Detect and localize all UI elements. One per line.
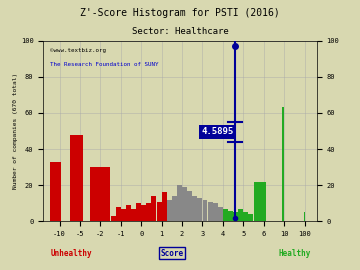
Text: Score: Score [160, 248, 183, 258]
Bar [228, 211, 233, 221]
Bar [282, 107, 284, 221]
Bar [243, 212, 248, 221]
Bar [233, 212, 238, 221]
Bar [131, 209, 136, 221]
Bar [116, 207, 121, 221]
Bar [90, 167, 110, 221]
Bar [192, 196, 197, 221]
Bar [50, 162, 62, 221]
Bar [238, 209, 243, 221]
Bar [152, 196, 157, 221]
Bar [126, 205, 131, 221]
Bar [121, 209, 126, 221]
Text: ©www.textbiz.org: ©www.textbiz.org [50, 48, 106, 53]
Bar [111, 216, 116, 221]
Bar [172, 196, 177, 221]
Bar [70, 134, 83, 221]
Bar [157, 201, 162, 221]
Text: Healthy: Healthy [278, 248, 311, 258]
Text: Z'-Score Histogram for PSTI (2016): Z'-Score Histogram for PSTI (2016) [80, 8, 280, 18]
Text: Unhealthy: Unhealthy [51, 248, 93, 258]
Bar [177, 185, 182, 221]
Y-axis label: Number of companies (670 total): Number of companies (670 total) [13, 73, 18, 189]
Bar [254, 182, 266, 221]
Bar [203, 200, 207, 221]
Bar [187, 191, 192, 221]
Bar [213, 203, 218, 221]
Bar [223, 209, 228, 221]
Bar [218, 207, 223, 221]
Bar [167, 200, 172, 221]
Bar [208, 201, 213, 221]
Text: 4.5895: 4.5895 [202, 127, 234, 136]
Bar [147, 203, 151, 221]
Bar [136, 203, 141, 221]
Bar [197, 198, 202, 221]
Bar [248, 214, 253, 221]
Bar [182, 187, 187, 221]
Text: The Research Foundation of SUNY: The Research Foundation of SUNY [50, 62, 159, 67]
Bar [141, 205, 146, 221]
Text: Sector: Healthcare: Sector: Healthcare [132, 27, 228, 36]
Bar [162, 193, 167, 221]
